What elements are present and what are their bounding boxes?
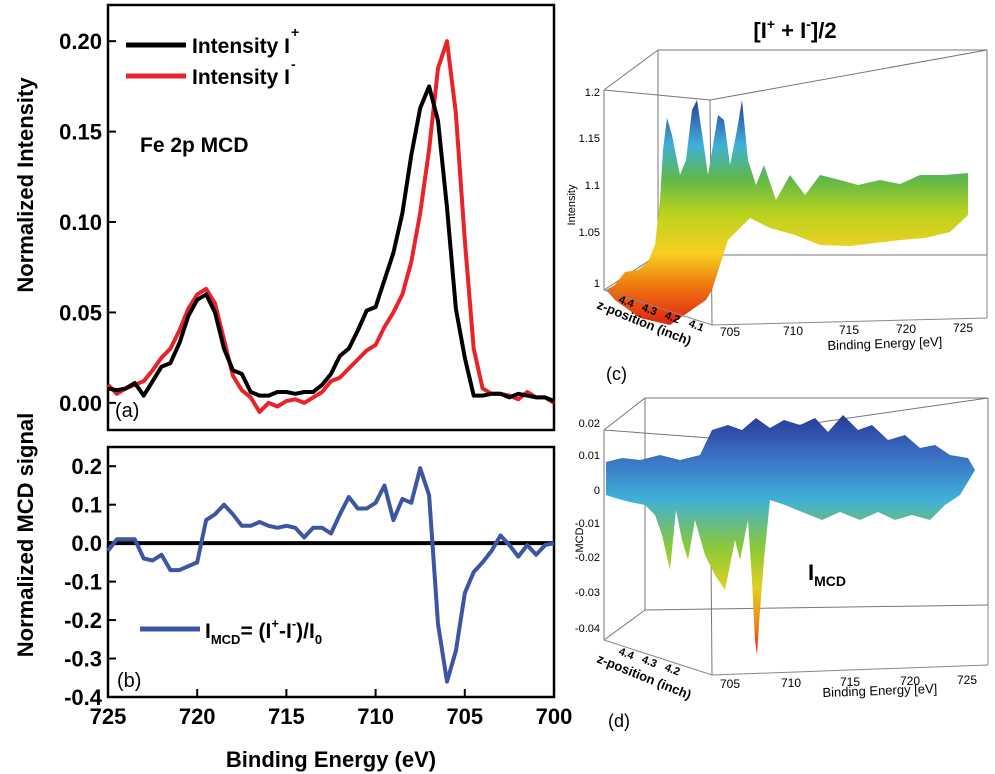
panel-d-x-tick-label: 720 — [900, 674, 920, 688]
panel-c-y-tick-label: 4.4 — [617, 294, 636, 311]
panel-b-lines — [106, 466, 555, 684]
panel-a-y-tick-label: 0.15 — [59, 120, 102, 145]
series-line-intensity-minus — [106, 39, 556, 414]
panel-c-x-tick-label: 720 — [896, 322, 916, 336]
panel-b-label: (b) — [117, 670, 141, 692]
panel-b-y-axis-label: Normalized MCD signal — [13, 413, 38, 657]
panel-b-x-tick-label: 705 — [446, 704, 483, 729]
panel-b-y-tick-label: 0.1 — [71, 493, 102, 518]
panel-b-y-ticks: 0.2 0.1 0.0 -0.1 -0.2 -0.3 -0.4 — [64, 454, 116, 710]
panel-c-z-tick-label: 1 — [594, 278, 600, 290]
panel-d-y-ticks: 4.4 4.3 4.2 — [617, 646, 682, 679]
panel-c-x-tick-label: 725 — [953, 321, 973, 335]
panel-c-x-axis-label: Binding Energy [eV] — [827, 334, 942, 353]
panel-a-annotation: Fe 2p MCD — [140, 134, 249, 157]
panel-b-y-tick-label: -0.3 — [64, 647, 102, 672]
legend-label-intensity-plus: Intensity I — [192, 35, 290, 58]
panel-a-legend: Intensity I + Intensity I - — [126, 24, 299, 89]
panel-d-z-tick-label: 0 — [594, 485, 600, 497]
panel-d-label: (d) — [608, 711, 630, 731]
panel-c-x-tick-label: 705 — [720, 325, 740, 339]
panel-c-surface — [606, 100, 968, 325]
panel-c-y-ticks: 4.4 4.3 4.2 4.1 — [617, 294, 706, 335]
panel-b-x-tick-label: 725 — [90, 704, 127, 729]
panel-d-x-tick-label: 725 — [957, 673, 977, 687]
panel-d-x-tick-label: 705 — [720, 677, 740, 691]
panel-b-x-tick-label: 715 — [268, 704, 305, 729]
panel-d-x-axis-label: Binding Energy [eV] — [822, 681, 937, 700]
panel-d-annotation: IMCD — [808, 560, 846, 589]
panel-d-z-tick-label: -0.01 — [575, 518, 600, 530]
panel-d-z-tick-label: -0.04 — [575, 623, 600, 635]
panel-d-z-axis-label: MCD — [574, 527, 586, 552]
panel-c-z-tick-label: 1.05 — [579, 227, 600, 239]
panel-a-y-axis-label: Normalized Intensity — [13, 77, 38, 293]
legend-label-imcd: IMCD= (I+-I-)/I0 — [205, 616, 322, 647]
panel-d-y-tick-label: 4.4 — [617, 646, 636, 663]
panel-c-y-tick-label: 4.1 — [687, 318, 706, 335]
legend-sup-plus: + — [291, 24, 299, 40]
panel-b-frame — [106, 445, 556, 699]
panel-b-x-axis-label: Binding Energy (eV) — [226, 747, 436, 772]
panel-d-z-tick-label: 0.01 — [579, 450, 600, 462]
panel-a-y-tick-label: 0.00 — [59, 391, 102, 416]
panel-a-lines — [106, 39, 556, 414]
panel-c-title: [I+ + I-]/2 — [753, 16, 836, 43]
panel-c-x-tick-label: 715 — [839, 323, 859, 337]
panel-b-x-tick-label: 700 — [536, 704, 573, 729]
panel-a-y-tick-label: 0.05 — [59, 300, 102, 325]
panel-d-x-tick-label: 710 — [781, 676, 801, 690]
panel-a-y-tick-label: 0.10 — [59, 210, 102, 235]
panel-d-box-front — [603, 605, 989, 676]
panel-b-legend: IMCD= (I+-I-)/I0 — [140, 616, 322, 647]
panel-d-z-tick-label: -0.03 — [575, 587, 600, 599]
legend-sup-minus: - — [291, 56, 296, 72]
panel-d-x-tick-label: 715 — [840, 675, 860, 689]
panel-c-z-axis-label: Intensity — [566, 184, 578, 225]
panel-c-z-ticks: 1.2 1.15 1.1 1.05 1 — [579, 87, 600, 290]
panel-c-x-ticks: 705 710 715 720 725 — [720, 321, 973, 339]
panel-d: 0.020.010-0.01-0.02-0.03-0.04 705 710 715 7… — [574, 397, 989, 731]
panel-c-y-tick-label: 4.2 — [663, 310, 682, 327]
panel-c-y-tick-label: 4.3 — [640, 302, 659, 319]
panel-a: 0.00 0.05 0.10 0.15 0.20 Intensity I + Inten… — [13, 3, 556, 432]
panel-c-box-front — [603, 255, 988, 326]
panel-b-x-ticks: 725 720 715 710 705 700 — [90, 689, 573, 729]
panel-b: 0.2 0.1 0.0 -0.1 -0.2 -0.3 -0.4 725 720 715 710 70… — [13, 413, 572, 772]
panel-b-y-tick-label: -0.1 — [64, 570, 102, 595]
panel-b-y-tick-label: 0.0 — [71, 531, 102, 556]
panel-a-frame — [106, 3, 556, 432]
panel-c: [I+ + I-]/2 1.2 1.15 1.1 1.05 1 705 710 715 720… — [566, 16, 988, 384]
panel-d-surface — [606, 415, 975, 655]
panel-d-y-tick-label: 4.3 — [640, 654, 659, 671]
panel-d-y-tick-label: 4.2 — [663, 662, 682, 679]
panel-b-x-tick-label: 710 — [357, 704, 394, 729]
panel-c-x-tick-label: 710 — [783, 324, 803, 338]
panel-d-x-ticks: 705 710 715 720 725 — [720, 673, 977, 691]
panel-c-z-tick-label: 1.2 — [585, 87, 600, 99]
panel-d-z-tick-label: -0.02 — [575, 552, 600, 564]
panel-d-z-tick-label: 0.02 — [579, 418, 600, 430]
panel-b-y-tick-label: 0.2 — [71, 454, 102, 479]
series-line-imcd — [106, 466, 555, 684]
panel-d-z-ticks: 0.02 0.01 0 -0.01 -0.02 -0.03 -0.04 — [575, 418, 600, 635]
panel-a-y-ticks: 0.00 0.05 0.10 0.15 0.20 — [59, 29, 116, 416]
panel-b-y-tick-label: -0.2 — [64, 608, 102, 633]
panel-a-label: (a) — [115, 400, 139, 422]
panel-c-z-tick-label: 1.15 — [579, 133, 600, 145]
panel-b-y-tick-label: -0.4 — [64, 685, 103, 710]
panel-c-z-tick-label: 1.1 — [585, 180, 600, 192]
series-line-intensity-plus — [107, 84, 555, 403]
panel-a-y-tick-label: 0.20 — [59, 29, 102, 54]
panel-c-label: (c) — [606, 364, 627, 384]
legend-label-intensity-minus: Intensity I — [192, 66, 290, 89]
panel-b-x-tick-label: 720 — [179, 704, 216, 729]
